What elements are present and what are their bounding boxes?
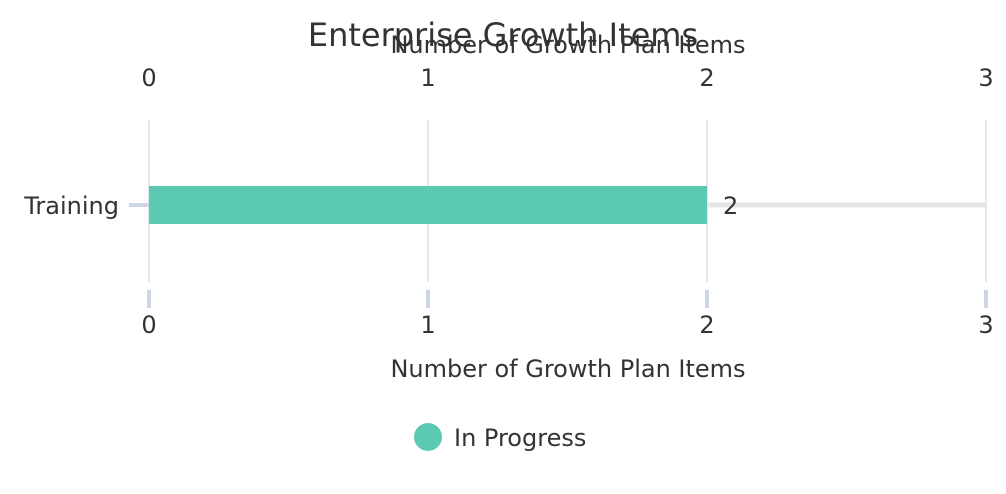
- bar-layer: [149, 186, 707, 224]
- legend[interactable]: In Progress: [414, 423, 586, 452]
- text-layer: Training 2 0 0 1 1 2 2 3 3: [23, 64, 993, 339]
- x-tick-label-top: 0: [141, 64, 156, 92]
- x-axis-title-bottom: Number of Growth Plan Items: [390, 355, 745, 383]
- legend-label-in-progress: In Progress: [454, 424, 586, 452]
- x-tick-label-top: 3: [978, 64, 993, 92]
- bar-data-label: 2: [723, 192, 738, 220]
- bar-in-progress[interactable]: [149, 186, 707, 224]
- x-axis-title-top: Number of Growth Plan Items: [390, 31, 745, 59]
- x-tick-label-top: 2: [699, 64, 714, 92]
- x-tick-label-bottom: 3: [978, 311, 993, 339]
- chart-title: Enterprise Growth Items: [308, 16, 698, 54]
- legend-marker-in-progress: [414, 423, 442, 451]
- x-tick-label-bottom: 1: [420, 311, 435, 339]
- x-tick-label-bottom: 0: [141, 311, 156, 339]
- category-label: Training: [23, 192, 119, 220]
- x-tick-label-bottom: 2: [699, 311, 714, 339]
- x-tick-label-top: 1: [420, 64, 435, 92]
